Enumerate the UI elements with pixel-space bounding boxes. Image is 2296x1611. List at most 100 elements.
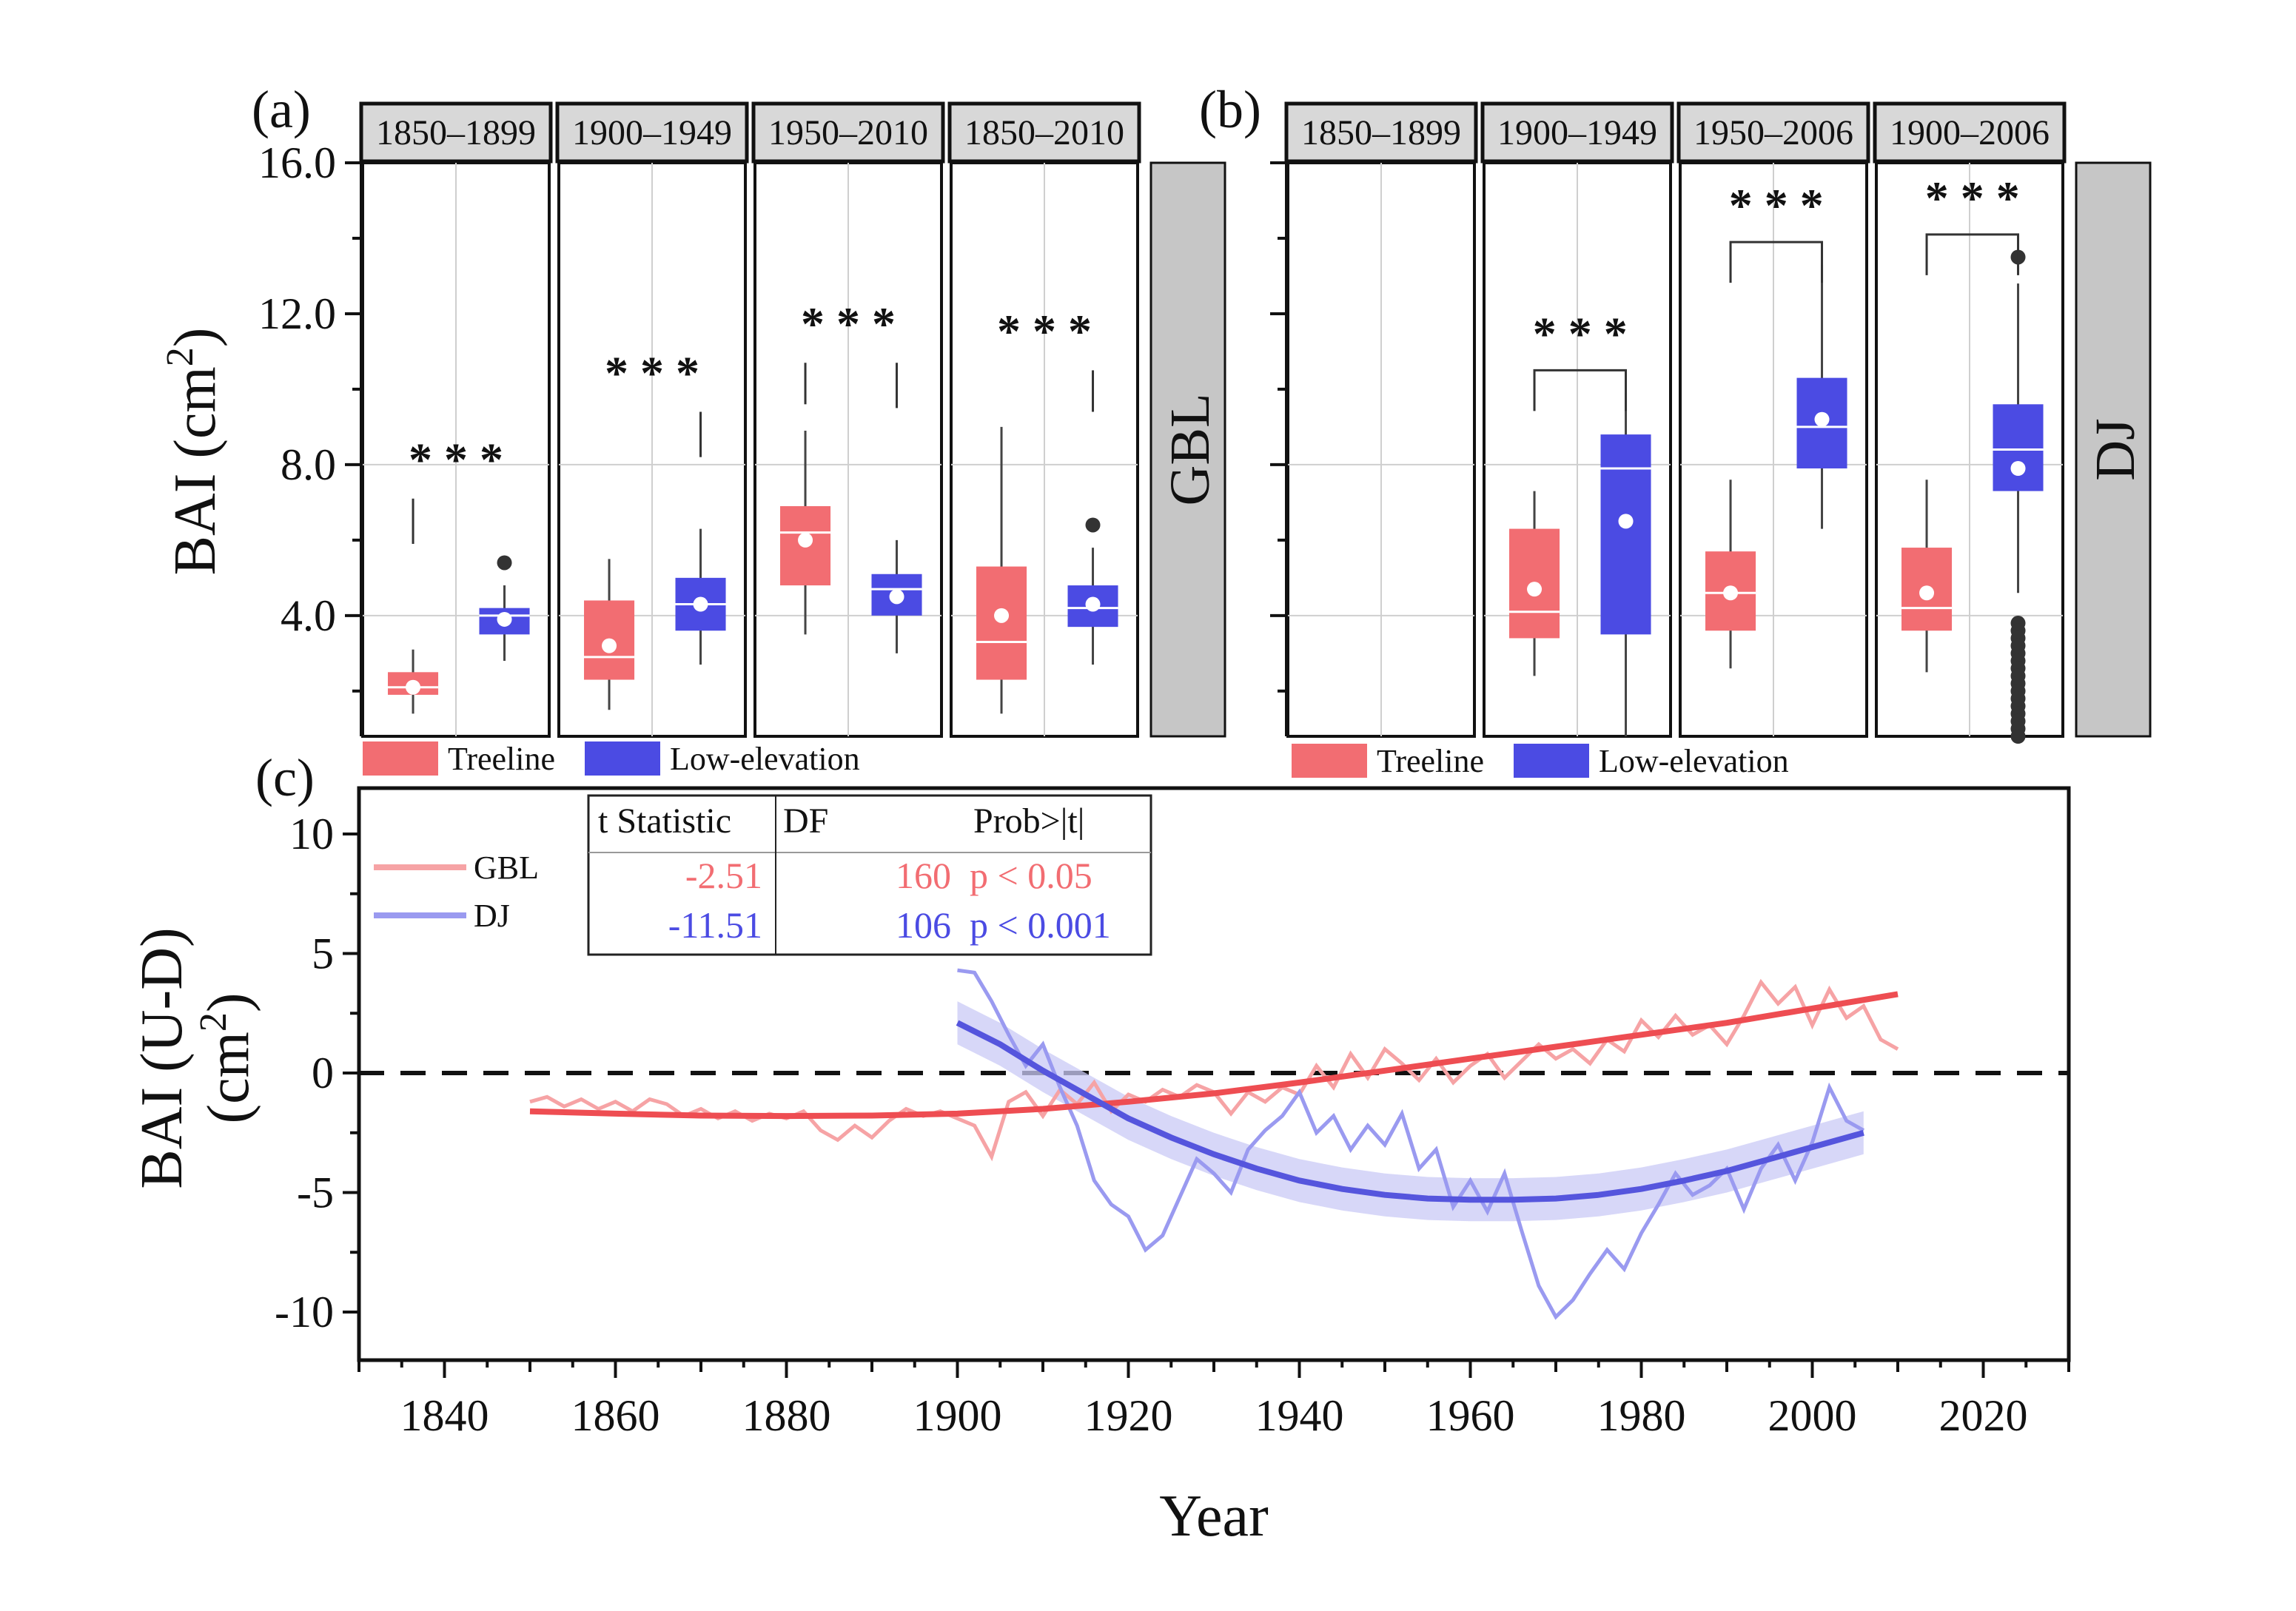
- stats-row-gbl-t: -2.51: [685, 855, 762, 896]
- site-side-strip: DJ: [2075, 161, 2152, 738]
- site-side-strip-label: DJ: [2084, 418, 2146, 480]
- low_elevation-mean-marker: [693, 596, 708, 612]
- y-tick-label: -10: [275, 1288, 334, 1336]
- facet-1900–1949: 1900–1949 * * *: [1480, 101, 1674, 738]
- ab-y-axis-title-close: ): [163, 328, 228, 348]
- treeline-box: [1509, 491, 1560, 676]
- treeline-mean-marker: [406, 679, 421, 695]
- low_elevation-mean-marker: [889, 589, 904, 605]
- ab-y-axis-title: BAI (cm2): [159, 328, 228, 576]
- y-tick-label: 0: [312, 1049, 334, 1097]
- x-tick-label: 1900: [913, 1391, 1002, 1440]
- legend-b-low-elevation-swatch: [1514, 744, 1589, 778]
- facet-1900–2006: 1900–2006 * * *: [1873, 101, 2067, 744]
- stats-row-gbl-df: 160: [896, 855, 951, 896]
- facet-1950–2010: 1950–2010 * * *: [751, 101, 945, 738]
- panel-label-c: (c): [255, 748, 315, 807]
- c-y-axis-title-unit-close: ): [196, 992, 261, 1012]
- panel-b-box-plots: 1850–1899 1900–1949* * *1950–2006* * *190…: [1270, 101, 2152, 744]
- low_elevation-box: [1993, 249, 2044, 744]
- low_elevation-box: [1067, 517, 1118, 665]
- significance-stars: * * *: [1729, 179, 1824, 232]
- y-tick-label: 16.0: [258, 138, 336, 187]
- low_elevation-mean-marker: [497, 611, 512, 627]
- legend-b-low-elevation-label: Low-elevation: [1599, 743, 1789, 779]
- legend-panel-c: GBL DJ: [374, 850, 539, 934]
- stats-row-dj-p: p < 0.001: [970, 904, 1111, 946]
- y-tick-label: 10: [289, 810, 334, 858]
- treeline-mean-marker: [798, 532, 813, 548]
- gbl-raw-series: [529, 978, 1899, 1162]
- treeline-mean-marker: [602, 638, 617, 653]
- treeline-box: [976, 426, 1027, 714]
- facet-strip-label: 1900–1949: [572, 113, 732, 152]
- c-y-axis-title-unit: (cm2): [192, 992, 261, 1123]
- x-tick-label: 1880: [742, 1391, 831, 1440]
- low_elevation-outlier: [2010, 729, 2026, 744]
- legend-a-low-elevation-label: Low-elevation: [670, 741, 860, 777]
- facet-strip: [359, 101, 553, 164]
- legend-a-treeline-label: Treeline: [448, 741, 555, 777]
- significance-bracket: [1925, 233, 2020, 275]
- legend-b-treeline-swatch: [1292, 744, 1367, 778]
- stats-table-frame: [587, 794, 1152, 956]
- c-y-axis-title-unit-main: (cm: [196, 1032, 261, 1123]
- y-tick-label: 8.0: [281, 440, 336, 489]
- significance-stars: * * *: [409, 434, 503, 486]
- significance-bracket: [1729, 241, 1824, 283]
- significance-stars: * * *: [801, 297, 896, 350]
- low_elevation-mean-marker: [1618, 514, 1634, 529]
- legend-panel-a: Treeline Low-elevation: [363, 741, 860, 777]
- stats-header-t: t Statistic: [598, 801, 731, 841]
- low_elevation-box: [1796, 264, 1847, 529]
- facet-1850–1899: 1850–1899: [1284, 101, 1478, 738]
- y-tick-label: -5: [297, 1168, 334, 1217]
- low_elevation-mean-marker: [1085, 596, 1101, 612]
- low_elevation-mean-marker: [2010, 460, 2026, 476]
- dj-fit-line: [956, 1020, 1864, 1203]
- facet-strip: [947, 101, 1141, 164]
- stats-header-prob: Prob>|t|: [973, 801, 1084, 841]
- treeline-iqr-box: [976, 566, 1027, 680]
- stats-table: t Statistic DF Prob>|t| -2.51 160 p < 0.…: [587, 794, 1152, 956]
- low_elevation-iqr-box: [1993, 404, 2044, 491]
- facet-strip: [555, 101, 749, 164]
- low_elevation-outlier: [1085, 517, 1101, 533]
- site-side-strip-box: [1149, 161, 1226, 738]
- legend-panel-b: Treeline Low-elevation: [1292, 743, 1789, 779]
- treeline-mean-marker: [1723, 585, 1739, 601]
- significance-stars: * * *: [997, 305, 1092, 357]
- facet-strip-label: 1950–2010: [768, 113, 928, 152]
- panel-label-b: (b): [1199, 80, 1261, 139]
- low_elevation-box: [675, 528, 726, 665]
- treeline-box: [1901, 480, 1953, 673]
- treeline-box: [584, 559, 635, 710]
- facet-strip-label: 1950–2006: [1694, 113, 1853, 152]
- significance-bracket: [1533, 369, 1628, 411]
- x-tick-label: 1980: [1597, 1391, 1686, 1440]
- ab-y-axis-title-sup: 2: [159, 347, 201, 366]
- legend-c-dj-label: DJ: [474, 898, 510, 934]
- low_elevation-box: [871, 539, 922, 653]
- site-side-strip-box: [2075, 161, 2152, 738]
- c-x-axis-title: Year: [1159, 1484, 1268, 1549]
- legend-c-gbl-label: GBL: [474, 850, 539, 886]
- treeline-box: [780, 431, 831, 635]
- c-y-axis-title-unit-sup: 2: [192, 1012, 235, 1032]
- legend-a-treeline-swatch: [363, 741, 438, 776]
- facet-1850–2010: 1850–2010 * * *: [947, 101, 1141, 738]
- y-tick-label: 4.0: [281, 591, 336, 640]
- facet-strip-label: 1850–1899: [1301, 113, 1461, 152]
- low_elevation-iqr-box: [1600, 434, 1651, 635]
- significance-stars: * * *: [1925, 172, 2020, 224]
- low_elevation-box: [479, 555, 530, 662]
- low_elevation-mean-marker: [1814, 411, 1830, 427]
- facet-1950–2006: 1950–2006 * * *: [1676, 101, 1870, 738]
- facet-1850–1899: 1850–1899 * * *: [359, 101, 553, 738]
- low_elevation-outlier: [497, 555, 512, 571]
- x-tick-label: 2020: [1939, 1391, 2028, 1440]
- dj-raw-series: [957, 968, 1865, 1320]
- x-tick-label: 1960: [1426, 1391, 1515, 1440]
- legend-b-treeline-label: Treeline: [1377, 743, 1484, 779]
